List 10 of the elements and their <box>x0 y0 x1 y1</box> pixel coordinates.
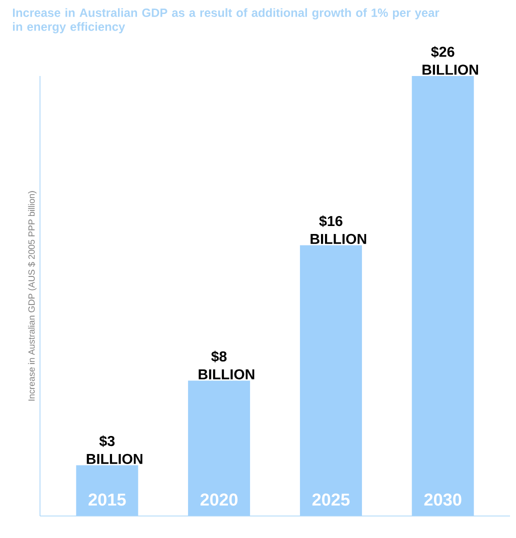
data-label: $26 BILLION <box>422 46 478 75</box>
data-label: $3 BILLION <box>86 435 142 464</box>
data-label: $8 BILLION <box>198 350 254 380</box>
x-tick-label: 2030 <box>424 494 462 506</box>
chart-title: Increase in Australian GDP as a result of additional growth of 1% per year in energy efficiency <box>12 8 440 34</box>
x-tick-label: 2020 <box>200 494 238 506</box>
x-tick-label: 2025 <box>312 494 350 506</box>
data-label: $16 BILLION <box>310 215 366 244</box>
x-tick-label: 2015 <box>88 494 126 506</box>
y-axis-title: Increase in Australian GDP (AUS $ 2005 PPP billion) <box>28 191 36 401</box>
